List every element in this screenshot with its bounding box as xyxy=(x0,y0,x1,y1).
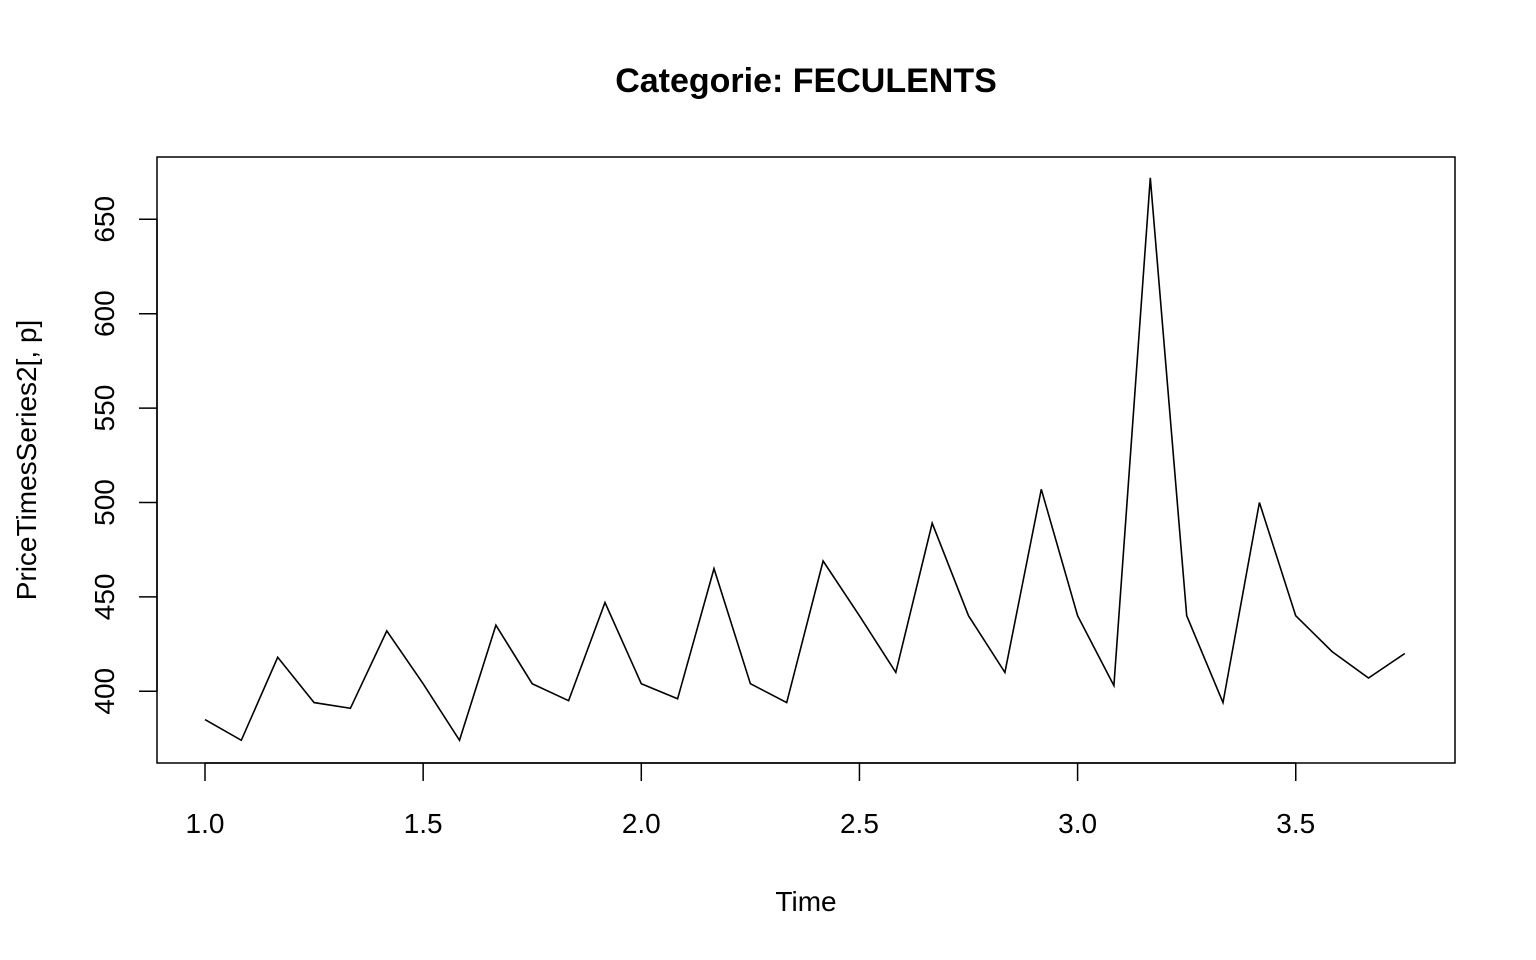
y-axis-label: PriceTimesSeries2[, p] xyxy=(11,320,42,601)
y-axis: 400 450 500 550 600 650 xyxy=(89,196,158,715)
x-axis: 1.0 1.5 2.0 2.5 3.0 3.5 xyxy=(186,762,1315,839)
y-tick-label: 650 xyxy=(89,196,120,243)
plot-frame xyxy=(156,156,1456,764)
x-tick-label: 2.0 xyxy=(622,808,661,839)
y-tick-label: 500 xyxy=(89,479,120,526)
x-tick-label: 1.5 xyxy=(404,808,443,839)
x-tick-label: 1.0 xyxy=(186,808,225,839)
y-tick-label: 450 xyxy=(89,574,120,621)
y-tick-label: 400 xyxy=(89,668,120,715)
x-tick-label: 3.5 xyxy=(1276,808,1315,839)
chart-title: Categorie: FECULENTS xyxy=(615,62,997,100)
series-line xyxy=(204,177,1406,743)
x-tick-label: 3.0 xyxy=(1058,808,1097,839)
x-tick-label: 2.5 xyxy=(840,808,879,839)
y-tick-label: 550 xyxy=(89,385,120,432)
series-layer xyxy=(204,177,1406,743)
x-axis-label: Time xyxy=(775,886,836,917)
y-tick-label: 600 xyxy=(89,290,120,337)
